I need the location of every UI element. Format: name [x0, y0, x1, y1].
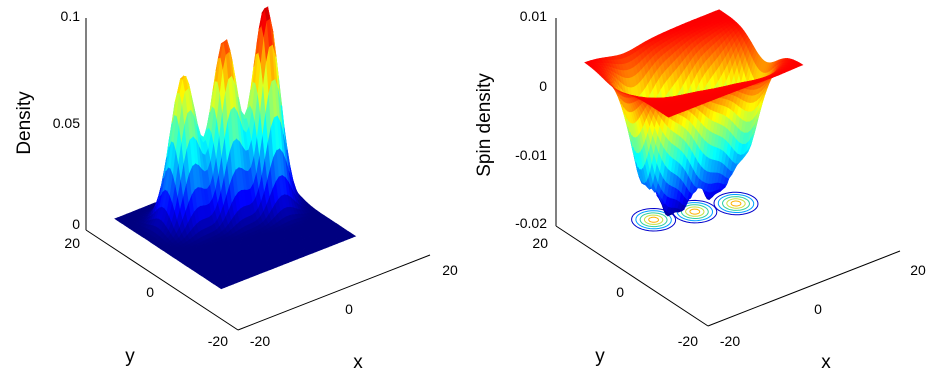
spin-ylabel: y [595, 346, 605, 367]
spin-zticklabel: 0 [539, 78, 547, 94]
spin-contour-line [717, 194, 755, 213]
density-yticklabel: 20 [64, 235, 80, 251]
density-yticklabel: -20 [208, 333, 228, 349]
density-xticklabel: 20 [442, 262, 458, 278]
density-zlabel: Density [14, 91, 35, 155]
density-xticklabel: -20 [250, 333, 270, 349]
density-xticklabel: 0 [345, 301, 353, 317]
density-xlabel: x [353, 352, 363, 373]
spin-contour-line [643, 214, 664, 225]
spin-density-plot: 0.01 0 -0.01 -0.02 20 0 -20 -20 0 20 Spi… [474, 8, 926, 373]
density-ylabel: y [125, 346, 135, 367]
spin-zlabel: Spin density [474, 73, 495, 177]
spin-xticklabel: 0 [814, 301, 822, 317]
spin-contour-line [648, 216, 660, 223]
spin-y-axis [555, 225, 709, 327]
spin-x-axis [707, 250, 901, 327]
density-plot: 0.1 0.05 0 20 0 -20 -20 0 20 Density y x [14, 6, 458, 373]
spin-zticklabel: -0.02 [515, 215, 547, 231]
density-zticklabel: 0.05 [53, 115, 80, 131]
spin-contour-line [713, 191, 759, 216]
density-zticklabel: 0.1 [61, 8, 81, 24]
spin-zticklabel: -0.01 [515, 147, 547, 163]
spin-yticklabel: 0 [616, 284, 624, 300]
spin-yticklabel: -20 [678, 333, 698, 349]
spin-density-surface [584, 9, 804, 217]
density-yticklabel: 0 [146, 284, 154, 300]
spin-xlabel: x [821, 352, 831, 373]
spin-xticklabel: 20 [910, 262, 926, 278]
spin-contour-line [689, 208, 701, 215]
spin-yticklabel: 20 [532, 235, 548, 251]
spin-contour-line [726, 198, 746, 209]
density-zticklabel: 0 [72, 216, 80, 232]
spin-contour-line [730, 200, 742, 207]
spin-contour-projection [631, 191, 759, 232]
spin-contour-line [685, 206, 705, 217]
spin-xticklabel: -20 [720, 333, 740, 349]
spin-zticklabel: 0.01 [520, 8, 547, 24]
density-surface [114, 6, 357, 290]
